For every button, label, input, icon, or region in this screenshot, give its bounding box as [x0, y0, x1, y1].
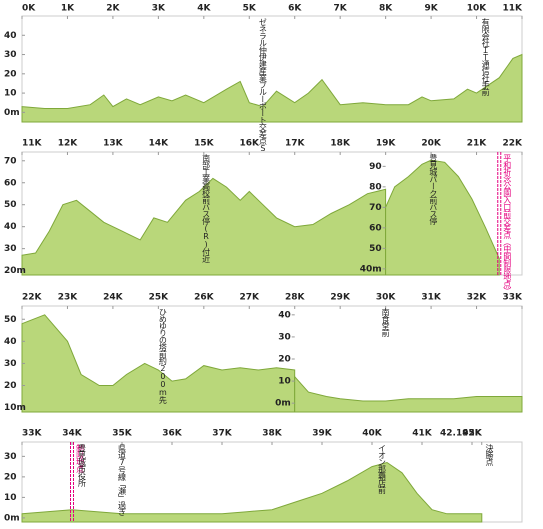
y2-tick-label: 40 — [278, 310, 291, 320]
x-tick-label: 42K — [462, 429, 483, 439]
x-tick-label: 17K — [285, 139, 306, 149]
x-tick-label: 33K — [22, 429, 43, 439]
x-tick-label: 10K — [467, 4, 488, 14]
y-tick-label: 20m — [4, 266, 26, 276]
y2-tick-label: 70 — [369, 203, 382, 213]
y2-tick-label: 10 — [278, 377, 291, 387]
x-tick-label: 7K — [334, 4, 348, 14]
elevation-area — [21, 53, 523, 123]
x-tick-label: 42.195K — [440, 429, 483, 439]
x-tick-label: 30K — [376, 293, 397, 303]
annotation: 平和祈念公園入口前交差点（中間制限地点） — [503, 154, 512, 294]
x-tick-label: 0K — [22, 4, 36, 14]
annotation: ひめゆりの塔前約200m先 — [158, 308, 167, 405]
y-tick-label: 0m — [4, 513, 20, 523]
x-tick-label: 26K — [194, 293, 215, 303]
x-tick-label: 31K — [421, 293, 442, 303]
y2-tick-label: 50 — [369, 244, 382, 254]
y2-tick-label: 80 — [369, 182, 382, 192]
x-tick-label: 34K — [62, 429, 83, 439]
x-tick-label: 3K — [152, 4, 166, 14]
x-tick-label: 18K — [330, 139, 351, 149]
y-tick-label: 10 — [4, 493, 17, 503]
annotation: 県道7号線「瀬」過ぎ — [118, 444, 127, 516]
y2-tick-label: 0m — [275, 399, 291, 409]
y-tick-label: 20 — [4, 472, 17, 482]
annotation: 決勝点 — [485, 443, 494, 467]
y-tick-label: 40 — [4, 337, 17, 347]
y-tick-label: 60 — [4, 178, 17, 188]
x-tick-label: 8K — [379, 4, 393, 14]
x-tick-label: 2K — [106, 4, 120, 14]
x-tick-label: 14K — [149, 139, 170, 149]
y-tick-label: 40 — [4, 222, 17, 232]
annotation: 南食堂前 — [381, 307, 390, 338]
y-tick-label: 40 — [4, 31, 17, 41]
x-tick-label: 22K — [22, 293, 43, 303]
y-tick-label: 10m — [4, 403, 26, 413]
x-tick-label: 9K — [424, 4, 438, 14]
x-tick-label: 6K — [288, 4, 302, 14]
annotation: イオン那覇店前 — [378, 444, 387, 495]
annotation: 制限地点 — [76, 443, 85, 474]
x-tick-label: 35K — [112, 429, 133, 439]
y2-tick-label: 30 — [278, 332, 291, 342]
x-tick-label: 22K — [503, 139, 524, 149]
y-tick-label: 0m — [4, 108, 20, 118]
x-tick-label: 19K — [376, 139, 397, 149]
elevation-area — [21, 461, 483, 523]
y-tick-label: 10 — [4, 89, 17, 99]
x-tick-label: 13K — [103, 139, 124, 149]
x-tick-label: 39K — [312, 429, 333, 439]
annotation: 有限会社ＩＴ通信社手前 — [481, 17, 490, 97]
annotation: ゼネラル仲伊建産業ブルーポート交差点SS手前 — [258, 18, 267, 176]
x-tick-label: 37K — [212, 429, 233, 439]
y2-tick-label: 90 — [369, 162, 382, 172]
x-tick-label: 32K — [467, 293, 488, 303]
y2-tick-label: 60 — [369, 223, 382, 233]
x-tick-label: 11K — [503, 4, 524, 14]
x-tick-label: 23K — [58, 293, 79, 303]
x-tick-label: 12K — [58, 139, 79, 149]
y-tick-label: 50 — [4, 200, 17, 210]
y-tick-label: 30 — [4, 452, 17, 462]
x-tick-label: 4K — [197, 4, 211, 14]
y-tick-label: 30 — [4, 359, 17, 369]
elevation-area — [294, 375, 523, 413]
y-tick-label: 70 — [4, 156, 17, 166]
y-tick-label: 20 — [4, 69, 17, 79]
y-tick-label: 30 — [4, 50, 17, 60]
y-tick-label: 30 — [4, 244, 17, 254]
x-tick-label: 21K — [467, 139, 488, 149]
x-tick-label: 38K — [262, 429, 283, 439]
x-tick-label: 41K — [412, 429, 433, 439]
elevation-area — [21, 314, 296, 413]
y-tick-label: 20 — [4, 381, 17, 391]
annotation: 豊見城パーク前バス停 — [429, 153, 438, 226]
annotation: 豊見城市役所 — [78, 443, 87, 488]
x-tick-label: 5K — [243, 4, 257, 14]
x-tick-label: 40K — [362, 429, 383, 439]
y2-tick-label: 40m — [360, 264, 382, 274]
x-tick-label: 25K — [149, 293, 170, 303]
x-tick-label: 11K — [22, 139, 43, 149]
x-tick-label: 24K — [103, 293, 124, 303]
elevation-area — [385, 159, 500, 276]
x-tick-label: 27K — [240, 293, 261, 303]
y-tick-label: 50 — [4, 315, 17, 325]
x-tick-label: 28K — [285, 293, 306, 303]
x-tick-label: 16K — [240, 139, 261, 149]
y2-tick-label: 20 — [278, 355, 291, 365]
annotation: 南部工業高校前バス停(R)付近 — [202, 153, 211, 264]
x-tick-label: 36K — [162, 429, 183, 439]
x-tick-label: 33K — [503, 293, 524, 303]
plot-frame — [21, 441, 523, 523]
x-tick-label: 29K — [330, 293, 351, 303]
x-tick-label: 15K — [194, 139, 215, 149]
elevation-area — [21, 177, 387, 276]
x-tick-label: 20K — [421, 139, 442, 149]
x-tick-label: 1K — [61, 4, 75, 14]
